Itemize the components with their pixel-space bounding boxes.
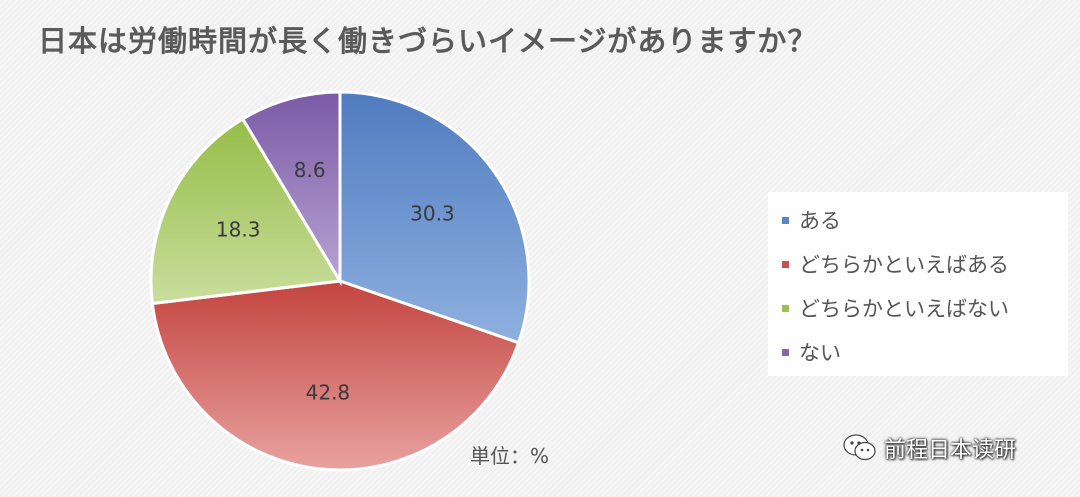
legend-swatch [782,260,789,268]
watermark: 前程日本读研 [842,432,1016,464]
slice-label-3: 18.3 [216,218,261,242]
legend: あるどちらかといえばある どちらかといえばない ない [768,192,1068,376]
legend-item-4: ない [782,330,1068,374]
legend-item-3: どちらかといえばない [782,286,1068,330]
legend-item-1: ある [782,198,1068,242]
slice-label-4: 8.6 [294,158,326,182]
pie-slice-3 [149,116,343,306]
legend-label: ない [799,341,841,365]
legend-label: どちらかといえばない [799,297,1009,321]
pie-slice-4 [240,90,342,287]
wechat-icon [843,434,876,461]
pie-slice-1 [338,90,531,345]
legend-label: どちらかといえばある [799,253,1009,277]
legend-swatch [782,348,789,356]
chart-title: 日本は労働時間が長く働きづらいイメージがありますか？ [38,24,818,58]
pie-slice-2 [150,279,521,472]
legend-item-2: どちらかといえばある [782,242,1068,286]
legend-swatch [782,304,789,312]
legend-swatch [782,216,789,224]
slice-label-2: 42.8 [306,380,351,404]
watermark-text: 前程日本读研 [884,438,1017,463]
legend-label: ある [799,209,841,233]
unit-label: 単位：% [470,444,550,468]
slice-label-1: 30.3 [410,202,455,226]
